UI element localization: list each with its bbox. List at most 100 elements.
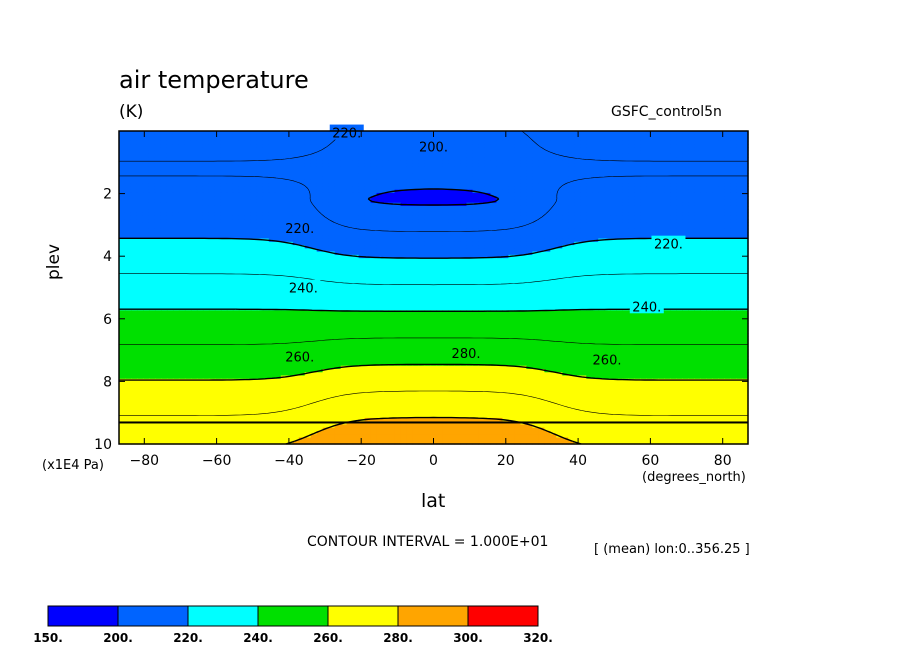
contour-cell bbox=[130, 150, 138, 155]
contour-cell bbox=[184, 157, 192, 161]
contour-cell bbox=[556, 131, 563, 135]
contour-cell bbox=[322, 241, 330, 246]
contour-cell bbox=[694, 189, 701, 194]
contour-cell bbox=[730, 163, 737, 168]
contour-cell bbox=[544, 212, 551, 217]
contour-cell bbox=[280, 209, 288, 214]
contour-cell bbox=[130, 196, 138, 201]
contour-cell bbox=[226, 205, 234, 210]
contour-cell bbox=[238, 147, 246, 152]
contour-cell bbox=[634, 219, 641, 223]
contour-cell bbox=[604, 267, 611, 272]
contour-cell bbox=[568, 267, 575, 272]
contour-cell bbox=[688, 150, 695, 155]
contour-cell bbox=[634, 131, 641, 135]
contour-cell bbox=[592, 160, 599, 165]
contour-cell bbox=[448, 254, 456, 259]
contour-cell bbox=[280, 212, 288, 217]
contour-cell bbox=[178, 166, 186, 171]
contour-cell bbox=[196, 271, 204, 276]
contour-cell bbox=[502, 212, 509, 217]
contour-cell bbox=[412, 186, 420, 191]
contour-cell bbox=[562, 150, 569, 155]
contour-cell bbox=[688, 264, 695, 269]
contour-cell bbox=[292, 202, 300, 207]
contour-cell bbox=[514, 228, 521, 233]
contour-cell bbox=[646, 271, 653, 276]
contour-cell bbox=[478, 199, 486, 204]
contour-cell bbox=[526, 254, 533, 259]
contour-cell bbox=[688, 261, 695, 266]
contour-cell bbox=[646, 179, 653, 184]
contour-cell bbox=[286, 261, 294, 266]
contour-cell bbox=[718, 189, 725, 194]
contour-cell bbox=[694, 277, 701, 282]
contour-cell bbox=[568, 166, 575, 171]
contour-cell bbox=[502, 225, 509, 230]
contour-cell bbox=[364, 277, 372, 282]
contour-cell bbox=[370, 137, 378, 142]
contour-cell bbox=[634, 222, 641, 227]
contour-cell bbox=[208, 134, 216, 139]
contour-cell bbox=[124, 228, 132, 233]
contour-cell bbox=[406, 267, 414, 272]
contour-cell bbox=[214, 163, 222, 168]
contour-cell bbox=[178, 232, 186, 236]
contour-cell bbox=[712, 173, 719, 178]
contour-cell bbox=[586, 202, 593, 207]
contour-cell bbox=[424, 131, 432, 135]
contour-cell bbox=[610, 173, 617, 178]
contour-cell bbox=[268, 267, 276, 272]
contour-cell bbox=[706, 209, 713, 214]
contour-cell bbox=[478, 140, 486, 145]
contour-cell bbox=[400, 196, 408, 201]
contour-cell bbox=[352, 186, 360, 191]
contour-cell bbox=[286, 173, 294, 178]
contour-cell bbox=[598, 170, 605, 174]
contour-cell bbox=[472, 179, 480, 184]
contour-cell bbox=[706, 228, 713, 233]
contour-cell bbox=[688, 192, 695, 197]
contour-cell bbox=[178, 254, 186, 259]
contour-cell bbox=[406, 264, 414, 269]
contour-cell bbox=[220, 144, 228, 148]
contour-cell bbox=[484, 173, 492, 178]
contour-cell bbox=[436, 163, 444, 168]
contour-cell bbox=[682, 157, 689, 161]
contour-cell bbox=[700, 245, 707, 249]
contour-cell bbox=[364, 212, 372, 217]
contour-cell bbox=[226, 222, 234, 227]
contour-cell bbox=[610, 186, 617, 191]
contour-cell bbox=[352, 202, 360, 207]
contour-cell bbox=[124, 196, 132, 201]
contour-cell bbox=[190, 264, 198, 269]
contour-cell bbox=[202, 183, 210, 188]
contour-cell bbox=[466, 192, 474, 197]
contour-cell bbox=[508, 186, 515, 191]
contour-cell bbox=[736, 241, 743, 246]
contour-cell bbox=[220, 205, 228, 210]
contour-cell bbox=[478, 232, 486, 236]
contour-cell bbox=[154, 196, 162, 201]
contour-cell bbox=[268, 140, 276, 145]
contour-cell bbox=[250, 166, 258, 171]
contour-cell bbox=[280, 284, 288, 289]
contour-cell bbox=[688, 183, 695, 188]
contour-cell bbox=[646, 137, 653, 142]
contour-cell bbox=[610, 219, 617, 223]
contour-cell bbox=[400, 192, 408, 197]
contour-cell bbox=[388, 228, 396, 233]
contour-cell bbox=[472, 134, 480, 139]
contour-cell bbox=[538, 235, 545, 240]
contour-cell bbox=[604, 189, 611, 194]
contour-cell bbox=[400, 144, 408, 148]
contour-cell bbox=[688, 258, 695, 263]
contour-cell bbox=[412, 264, 420, 269]
contour-cell bbox=[178, 186, 186, 191]
contour-cell bbox=[238, 280, 246, 285]
contour-cell bbox=[328, 173, 336, 178]
contour-cell bbox=[352, 271, 360, 276]
contour-cell bbox=[724, 254, 731, 259]
contour-cell bbox=[466, 160, 474, 165]
contour-cell bbox=[478, 179, 486, 184]
